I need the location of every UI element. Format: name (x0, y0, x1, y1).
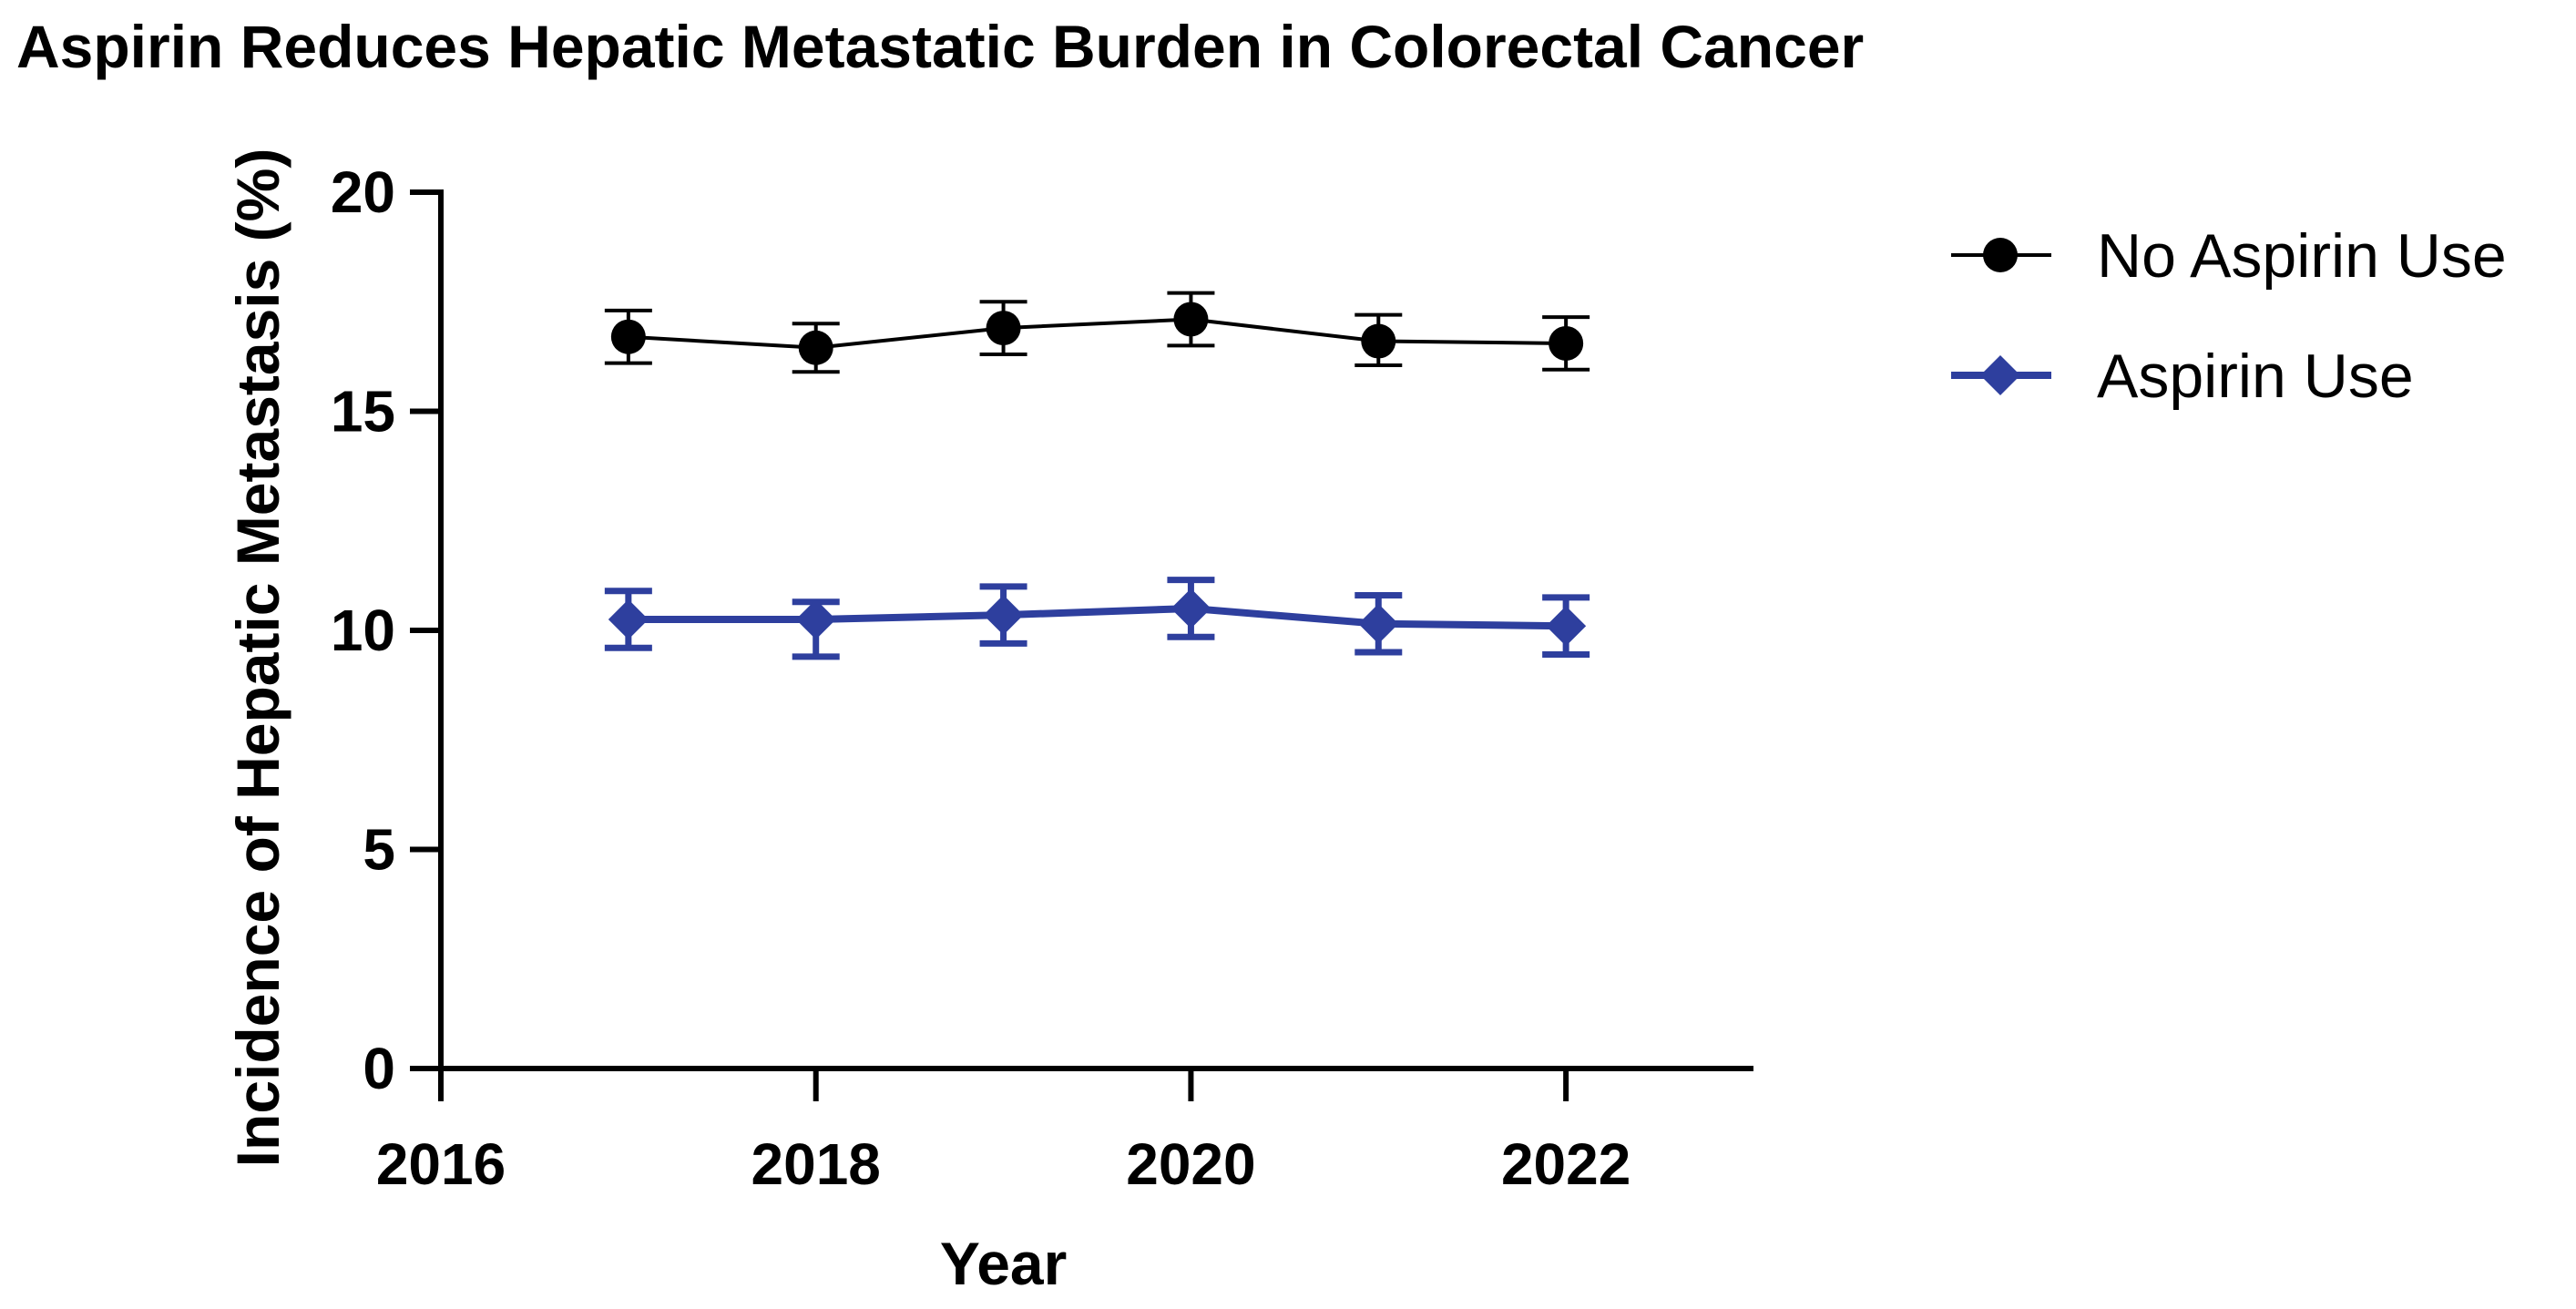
legend-item: No Aspirin Use (1951, 221, 2507, 291)
legend-label: No Aspirin Use (2097, 221, 2507, 291)
data-point (986, 311, 1021, 346)
series-line (628, 604, 1567, 630)
x-ticks: 2016 2018 2020 2022 (376, 1069, 1630, 1197)
x-tick-label: 2022 (1501, 1131, 1630, 1197)
x-tick-label: 2018 (751, 1131, 881, 1197)
data-point (795, 598, 836, 639)
data-point (608, 598, 649, 639)
x-axis-title: Year (940, 1230, 1067, 1297)
plot-area (604, 291, 1590, 660)
y-tick-label: 5 (363, 817, 395, 883)
series-line (628, 317, 1567, 350)
data-point (1173, 302, 1209, 337)
legend-label: Aspirin Use (2097, 342, 2414, 411)
y-tick-label: 15 (331, 379, 395, 445)
data-point (1361, 323, 1396, 359)
y-tick-label: 0 (363, 1036, 395, 1101)
axes: 0 5 10 15 20 2016 2018 2020 2022 (331, 159, 1753, 1197)
series-no-aspirin-use (604, 291, 1590, 374)
x-tick-label: 2020 (1126, 1131, 1255, 1197)
y-axis-title: Incidence of Hepatic Metastasis (%) (224, 148, 291, 1168)
data-point (610, 319, 646, 354)
data-point (1546, 606, 1587, 647)
y-ticks: 0 5 10 15 20 (331, 159, 441, 1101)
data-point (1549, 325, 1584, 361)
y-tick-label: 20 (331, 159, 395, 225)
legend-marker (1980, 355, 2020, 395)
data-point (1170, 588, 1211, 629)
chart-title: Aspirin Reduces Hepatic Metastatic Burde… (16, 13, 1864, 80)
y-tick-label: 10 (331, 598, 395, 663)
series-aspirin-use (604, 577, 1590, 660)
x-tick-label: 2016 (376, 1131, 506, 1197)
data-point (1358, 603, 1399, 644)
data-point (798, 330, 833, 365)
legend: No Aspirin Use Aspirin Use (1951, 221, 2507, 411)
data-point (983, 595, 1024, 636)
legend-marker (1983, 238, 2018, 272)
legend-item: Aspirin Use (1951, 342, 2414, 411)
